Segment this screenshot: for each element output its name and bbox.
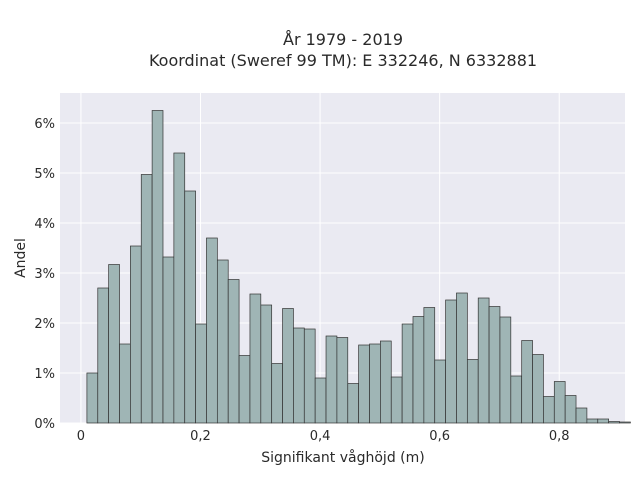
histogram-bar [206, 237, 218, 424]
histogram-bar [184, 190, 196, 424]
histogram-bar [380, 340, 392, 424]
y-tick-label: 2% [34, 317, 55, 332]
histogram-bar [151, 110, 164, 424]
histogram-bar [303, 328, 316, 424]
histogram-bar [227, 279, 240, 424]
histogram-bar [130, 245, 142, 424]
histogram-bar [477, 297, 490, 424]
histogram-bar [293, 327, 305, 424]
histogram-bar [238, 355, 251, 424]
histogram-bar [97, 287, 109, 424]
histogram-bar [86, 372, 99, 424]
x-tick-label: 0 [77, 429, 85, 444]
histogram-bar [532, 354, 544, 424]
y-tick-label: 3% [34, 267, 55, 282]
histogram-bar [358, 344, 370, 424]
histogram-bar [564, 395, 577, 424]
histogram-bar [412, 316, 425, 424]
histogram-bar [597, 418, 609, 424]
x-tick-label: 0,8 [549, 429, 570, 444]
histogram-bar [456, 292, 468, 424]
histogram-bar [325, 335, 338, 424]
histogram-bar [173, 152, 186, 424]
histogram-bar [140, 174, 153, 424]
y-tick-label: 4% [34, 217, 55, 232]
y-axis-ticks: 0% 1% 2% 3% 4% 5% 6% [34, 117, 55, 432]
histogram-bar [271, 363, 283, 424]
x-axis-ticks: 0 0,2 0,4 0,6 0,8 [77, 429, 570, 444]
histogram-bar [216, 259, 229, 424]
histogram-bar [390, 376, 403, 424]
histogram-bar [553, 381, 566, 424]
histogram-bar [336, 337, 349, 424]
histogram-bar [108, 264, 120, 424]
histogram-bar [619, 421, 631, 424]
y-tick-label: 1% [34, 367, 55, 382]
histogram-bars [86, 110, 631, 424]
histogram-bar [162, 256, 175, 424]
histogram-bar [347, 383, 359, 424]
y-tick-label: 0% [34, 417, 55, 432]
x-axis-label: Signifikant våghöjd (m) [261, 449, 424, 466]
histogram-bar [543, 396, 555, 424]
histogram-bar [282, 308, 294, 424]
histogram-bar [119, 343, 131, 424]
histogram-bar [260, 304, 273, 424]
histogram-bar [445, 299, 457, 424]
histogram-bar [499, 316, 512, 424]
histogram-bar [401, 323, 414, 424]
histogram-bar [575, 407, 588, 424]
histogram-bar [521, 340, 533, 424]
histogram-bar [423, 307, 436, 424]
x-tick-label: 0,4 [310, 429, 331, 444]
histogram-bar [488, 306, 501, 424]
histogram-bar [369, 343, 381, 424]
histogram-bar [466, 359, 479, 424]
y-tick-label: 5% [34, 167, 55, 182]
histogram-bar [510, 375, 523, 424]
histogram-bar [586, 418, 599, 424]
y-axis-label: Andel [13, 238, 29, 278]
histogram-bar [608, 421, 620, 424]
x-tick-label: 0,6 [429, 429, 450, 444]
chart-title-line-1: År 1979 - 2019 [283, 30, 403, 49]
x-tick-label: 0,2 [190, 429, 211, 444]
chart-title-line-2: Koordinat (Sweref 99 TM): E 332246, N 63… [149, 51, 537, 70]
histogram-bar [195, 323, 207, 424]
histogram-bar [249, 293, 262, 424]
histogram-bar [314, 377, 327, 424]
histogram-bar [434, 359, 446, 424]
y-tick-label: 6% [34, 117, 55, 132]
